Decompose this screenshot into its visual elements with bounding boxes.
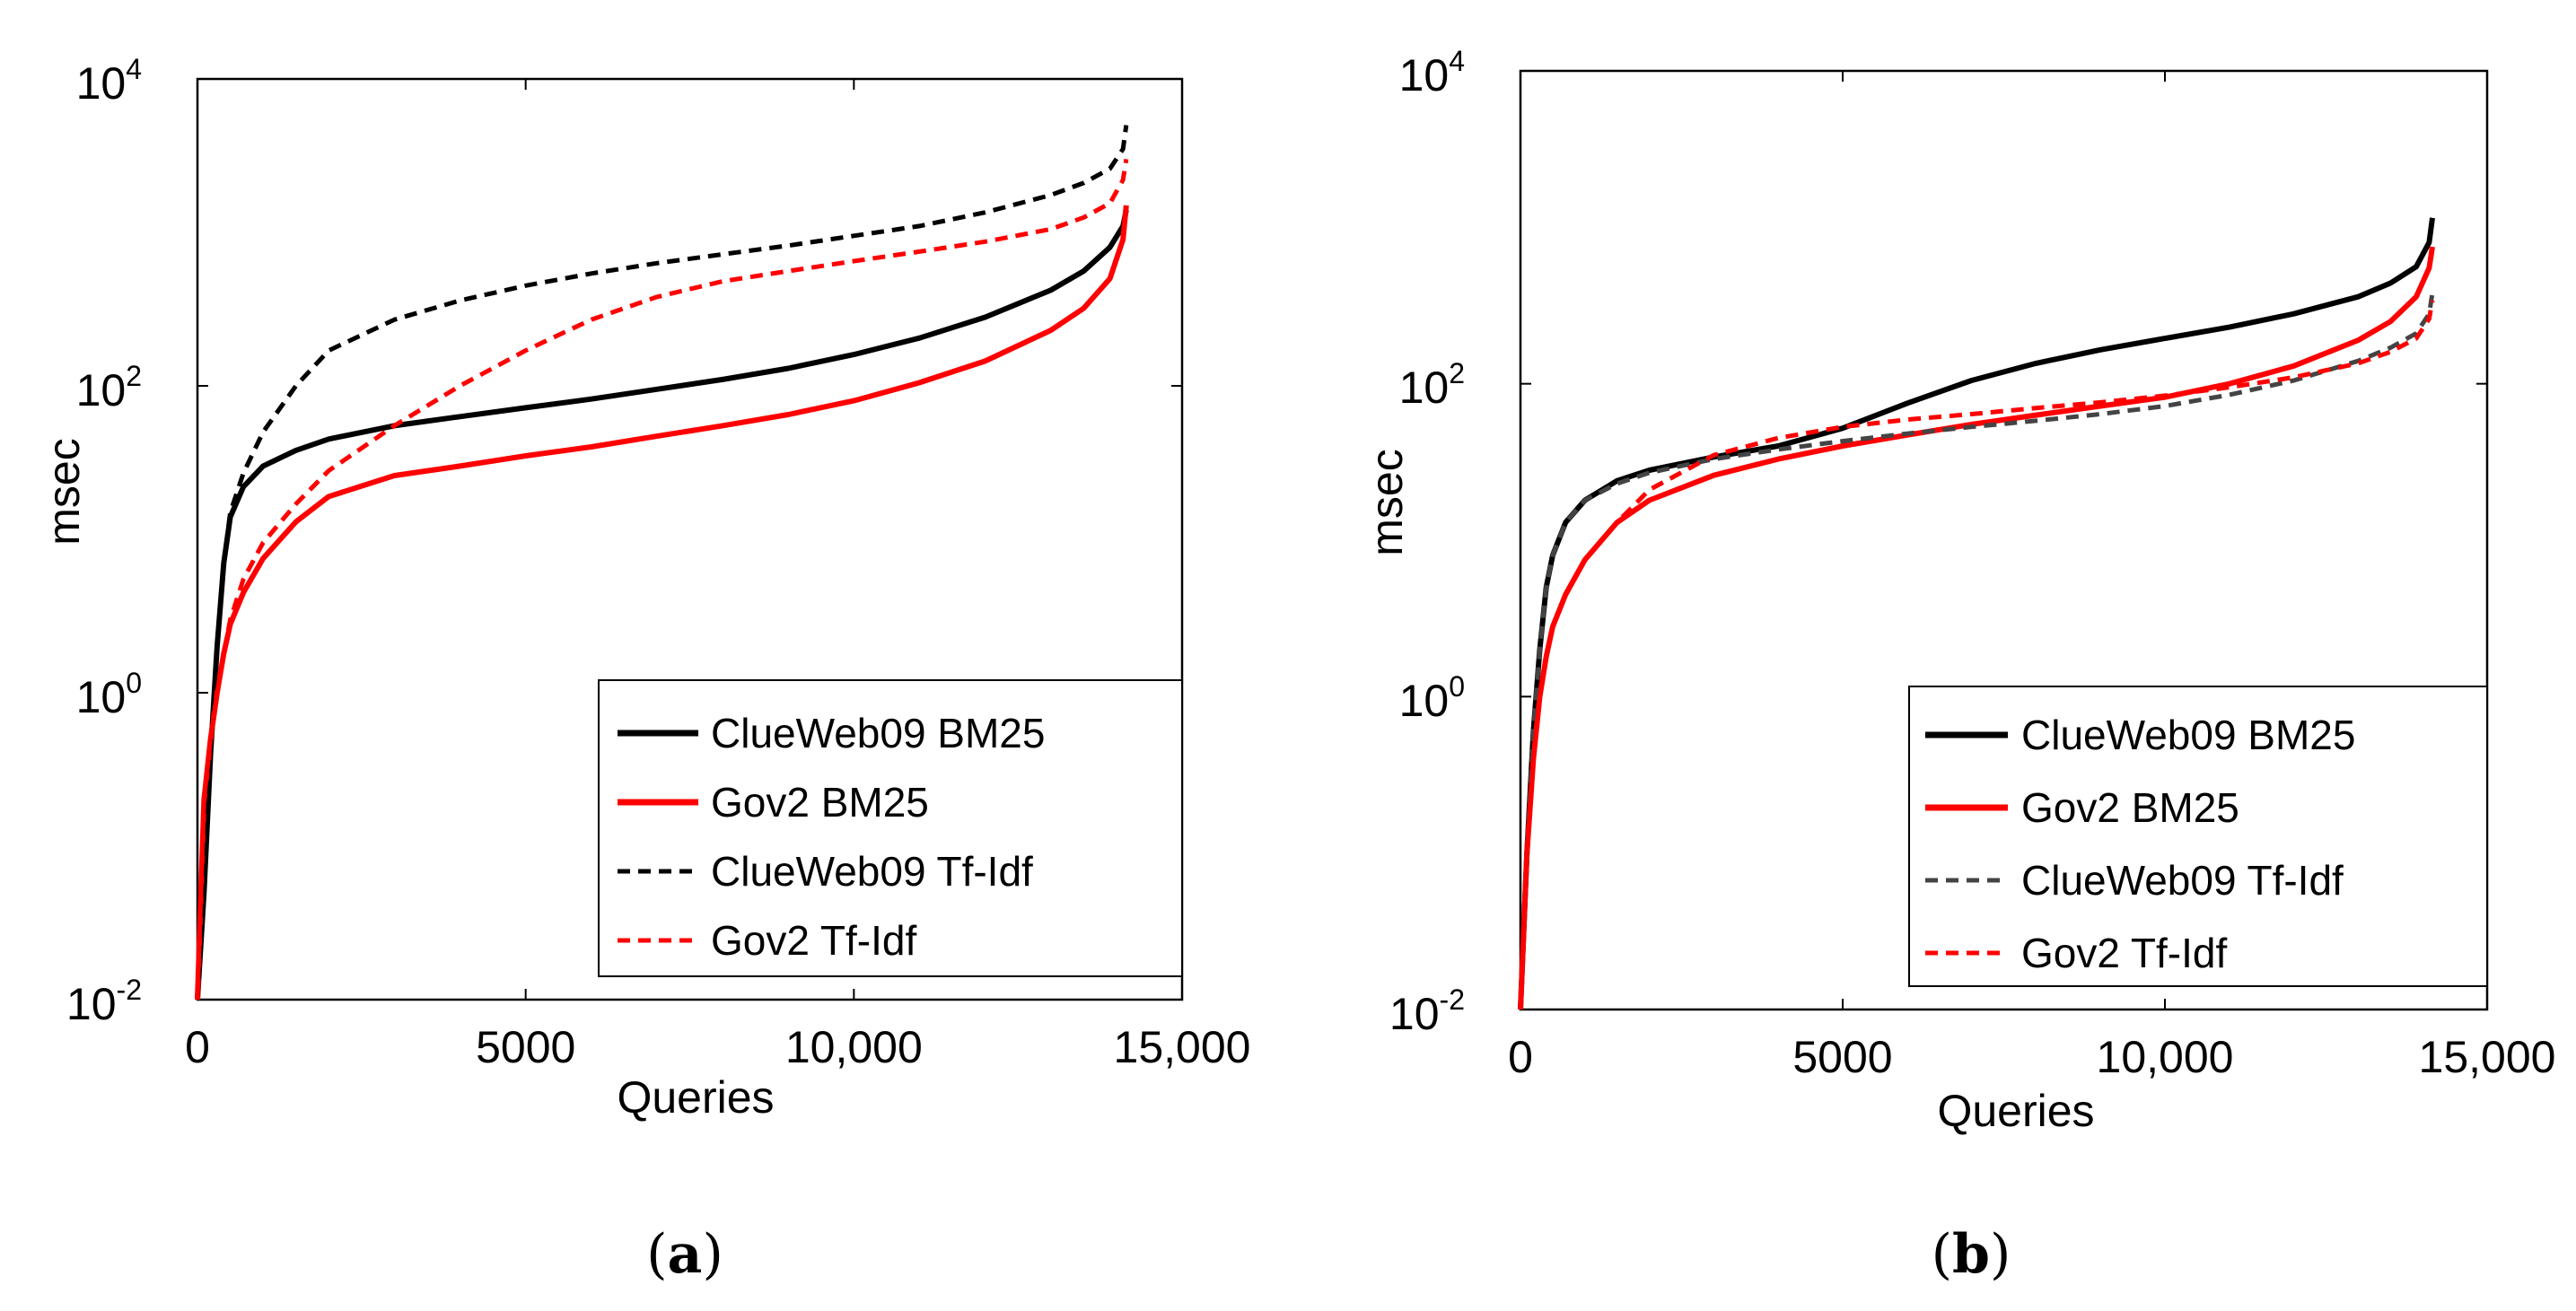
y-tick-label: 10-2 <box>1389 983 1465 1039</box>
y-tick-label: 100 <box>76 667 142 722</box>
y-tick-label: 102 <box>1399 357 1465 413</box>
series-line-gov2-tf-idf <box>195 159 1129 1001</box>
y-tick-label: 104 <box>76 53 142 109</box>
series-line-gov2-tf-idf <box>1518 300 2435 1010</box>
legend-label: Gov2 BM25 <box>711 779 929 826</box>
x-axis-label: Queries <box>1937 1086 2094 1136</box>
plot-frame-a <box>196 77 1184 1001</box>
y-tick-label: 100 <box>1399 670 1465 726</box>
y-tick-label: 104 <box>1399 45 1465 101</box>
x-tick-label: 10,000 <box>785 1022 923 1072</box>
y-axis-label: msec <box>39 438 89 545</box>
series-layer-a <box>195 125 1129 1001</box>
series-layer-b <box>1518 217 2435 1010</box>
panel-a: 0 5000 10,000 15,000 10-2 100 102 104 Qu… <box>39 53 1250 1286</box>
plot-frame-b <box>1519 69 2489 1011</box>
series-line-gov2-bm25 <box>195 205 1129 1001</box>
legend-label: Gov2 Tf-Idf <box>2021 930 2227 976</box>
x-tick-label: 10,000 <box>2097 1032 2234 1082</box>
series-line-clueweb09-tf-idf <box>195 125 1129 1001</box>
y-axis-label: msec <box>1362 449 1412 555</box>
legend: ClueWeb09 BM25 Gov2 BM25 ClueWeb09 Tf-Id… <box>1908 686 2488 987</box>
panel-caption: (b) <box>1932 1223 2011 1286</box>
legend-label: ClueWeb09 Tf-Idf <box>711 848 1033 895</box>
legend-label: ClueWeb09 Tf-Idf <box>2021 857 2344 904</box>
legend-label: Gov2 Tf-Idf <box>711 917 916 964</box>
y-tick-label: 10-2 <box>66 974 142 1029</box>
x-tick-label: 0 <box>1508 1032 1533 1082</box>
x-axis-label: Queries <box>617 1072 774 1123</box>
x-tick-label: 5000 <box>476 1022 575 1072</box>
x-tick-label: 15,000 <box>2419 1032 2556 1082</box>
legend-label: Gov2 BM25 <box>2021 784 2239 831</box>
series-line-clueweb09-tf-idf <box>1518 293 2435 1010</box>
y-tick-label: 102 <box>76 360 142 415</box>
legend: ClueWeb09 BM25 Gov2 BM25 ClueWeb09 Tf-Id… <box>598 679 1183 977</box>
legend-label: ClueWeb09 BM25 <box>2021 712 2355 758</box>
panel-caption: (a) <box>646 1223 723 1286</box>
panel-b: 0 5000 10,000 15,000 10-2 100 102 104 Qu… <box>1362 45 2555 1286</box>
legend-box <box>598 679 1183 977</box>
x-tick-label: 5000 <box>1792 1032 1892 1082</box>
legend-label: ClueWeb09 BM25 <box>711 710 1045 756</box>
x-tick-label: 0 <box>185 1022 210 1072</box>
x-tick-label: 15,000 <box>1114 1022 1251 1072</box>
